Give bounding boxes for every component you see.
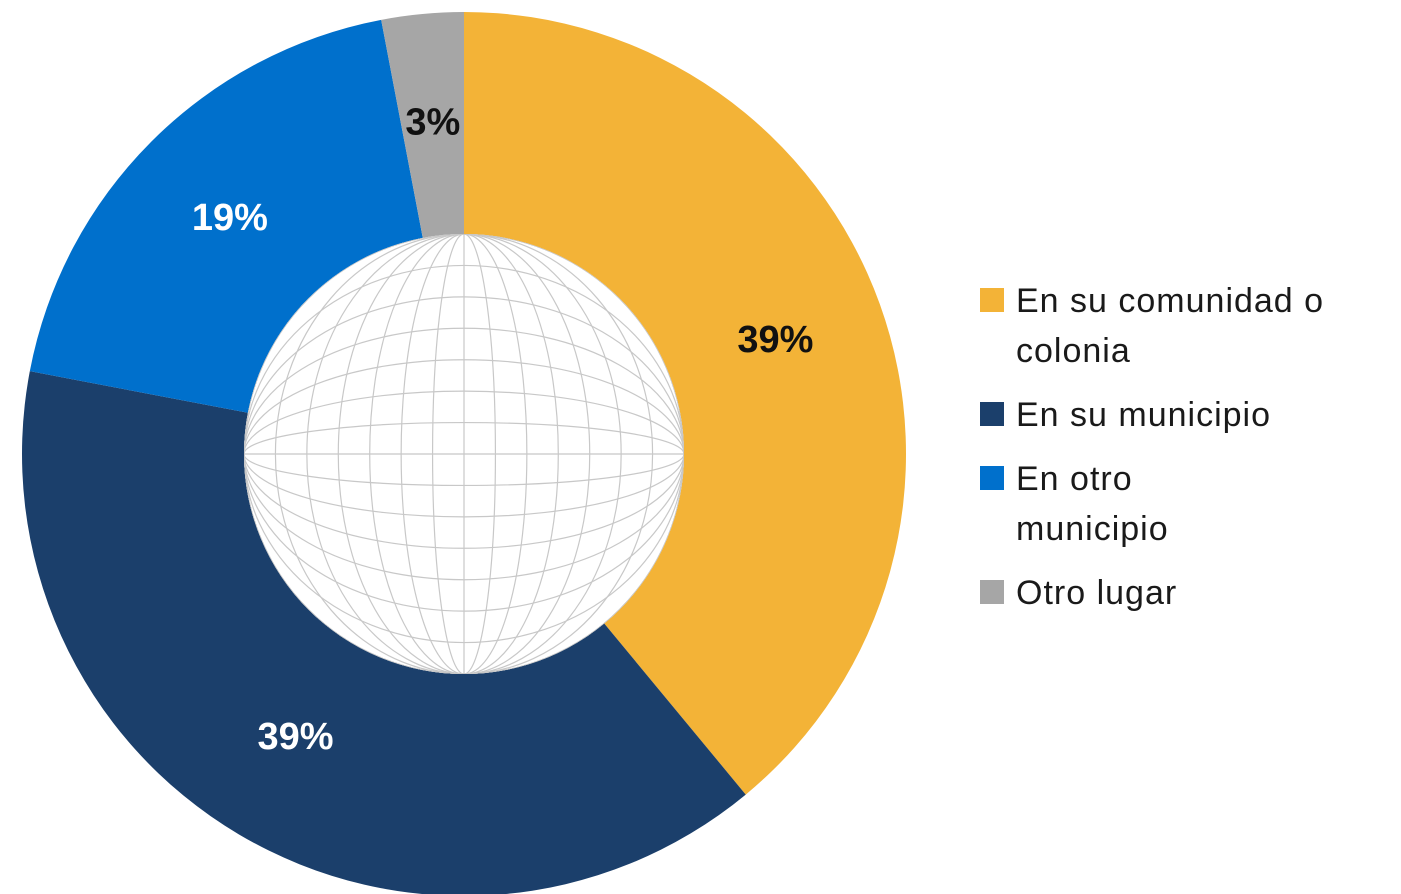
legend-item: En otro municipio <box>980 454 1380 554</box>
value-label: 3% <box>405 102 460 144</box>
value-label: 19% <box>192 197 268 239</box>
legend: En su comunidad o colonia En su municipio… <box>980 276 1380 632</box>
legend-item: En su municipio <box>980 390 1380 440</box>
legend-swatch <box>980 402 1004 426</box>
value-label: 39% <box>257 716 333 758</box>
legend-label: En su comunidad o colonia <box>1016 276 1376 376</box>
legend-label: En otro municipio <box>1016 454 1236 554</box>
legend-swatch <box>980 288 1004 312</box>
legend-swatch <box>980 580 1004 604</box>
value-label: 39% <box>737 319 813 361</box>
center-globe <box>244 234 684 674</box>
chart: 39% 39% 19% 3% <box>0 0 960 894</box>
legend-label: Otro lugar <box>1016 568 1177 618</box>
legend-item: Otro lugar <box>980 568 1380 618</box>
page: {"chart_data": {"type": "donut", "catego… <box>0 0 1401 894</box>
legend-swatch <box>980 466 1004 490</box>
legend-item: En su comunidad o colonia <box>980 276 1380 376</box>
legend-label: En su municipio <box>1016 390 1271 440</box>
